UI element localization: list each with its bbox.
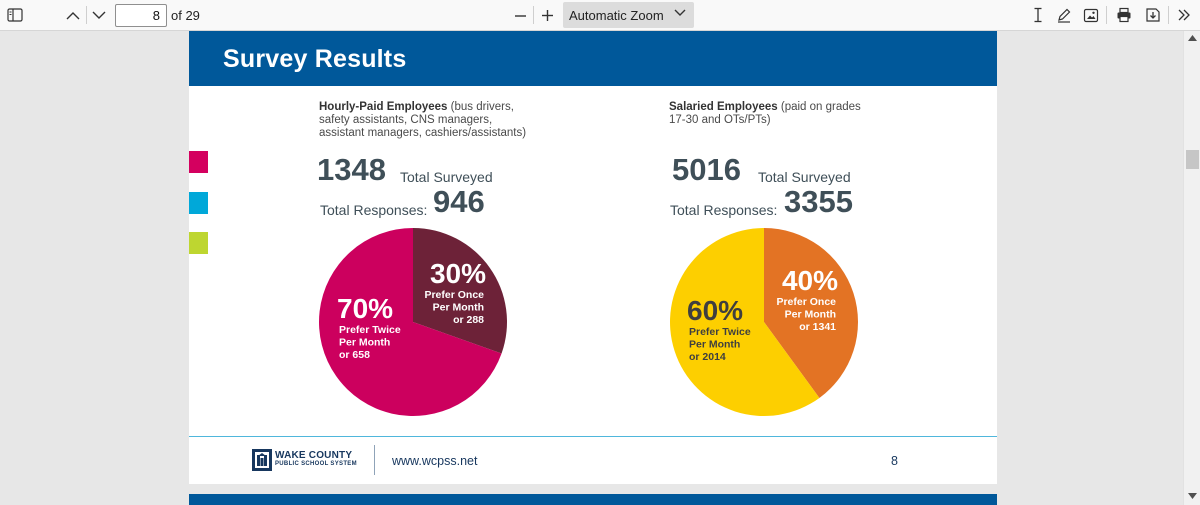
footer-divider bbox=[374, 445, 375, 475]
scrollbar-thumb[interactable] bbox=[1186, 150, 1199, 169]
pie-percent-label: 30% bbox=[430, 258, 486, 289]
pie-slice-1-1 bbox=[764, 228, 858, 398]
scroll-down-icon[interactable] bbox=[1188, 493, 1197, 499]
footer-page-number: 8 bbox=[891, 454, 898, 468]
pie-percent-label: 40% bbox=[782, 265, 838, 296]
pdf-page: Survey Results Hourly-Paid Employees (bu… bbox=[189, 31, 997, 484]
hourly-description: Hourly-Paid Employees (bus drivers, safe… bbox=[319, 101, 526, 140]
salaried-detail-2: 17-30 and OTs/PTs) bbox=[669, 114, 771, 126]
legend-swatch-cyan bbox=[189, 192, 208, 214]
page-count-label: of 29 bbox=[171, 8, 200, 23]
pie-detail-label: Per Month bbox=[689, 339, 740, 351]
draw-icon[interactable] bbox=[1053, 4, 1075, 26]
salaried-total-surveyed: 5016 bbox=[672, 152, 741, 187]
logo-line2: PUBLIC SCHOOL SYSTEM bbox=[275, 461, 357, 467]
salaried-heading: Salaried Employees bbox=[669, 101, 778, 113]
page-title: Survey Results bbox=[223, 45, 407, 73]
zoom-in-icon[interactable] bbox=[536, 4, 558, 26]
pie-slice-0-1 bbox=[413, 228, 507, 354]
page-number-input[interactable] bbox=[115, 4, 167, 27]
pie-detail-label: or 288 bbox=[453, 314, 484, 326]
next-page-icon[interactable] bbox=[88, 4, 110, 26]
footer-rule bbox=[189, 436, 997, 437]
pie-detail-label: or 2014 bbox=[689, 351, 726, 363]
pie-detail-label: Prefer Once bbox=[776, 296, 836, 308]
hourly-detail-2: safety assistants, CNS managers, bbox=[319, 114, 493, 126]
pie-detail-label: Per Month bbox=[339, 337, 390, 349]
hourly-total-responses-label: Total Responses: bbox=[320, 202, 428, 218]
hourly-detail-3: assistant managers, cashiers/assistants) bbox=[319, 127, 527, 139]
hourly-total-surveyed: 1348 bbox=[317, 152, 386, 187]
salaried-total-surveyed-label: Total Surveyed bbox=[758, 169, 851, 185]
document-viewer[interactable]: Survey Results Hourly-Paid Employees (bu… bbox=[0, 31, 1183, 505]
zoom-select[interactable]: Automatic Zoom bbox=[563, 2, 694, 28]
footer-url[interactable]: www.wcpss.net bbox=[392, 454, 478, 468]
save-icon[interactable] bbox=[1142, 4, 1164, 26]
pie-slice-0-0 bbox=[318, 228, 502, 416]
legend-swatch-lime bbox=[189, 232, 208, 254]
hourly-detail-1: (bus drivers, bbox=[450, 101, 514, 113]
next-pdf-page bbox=[189, 494, 997, 505]
salaried-total-responses: 3355 bbox=[784, 184, 853, 219]
sidebar-toggle-icon[interactable] bbox=[4, 4, 26, 26]
pdf-toolbar: of 29 Automatic Zoom bbox=[0, 0, 1200, 31]
previous-page-icon[interactable] bbox=[62, 4, 84, 26]
wcpss-logo: WAKE COUNTY PUBLIC SCHOOL SYSTEM bbox=[252, 449, 357, 471]
pie-detail-label: Prefer Twice bbox=[339, 324, 401, 336]
pie-detail-label: Prefer Twice bbox=[689, 326, 751, 338]
pie-detail-label: Per Month bbox=[785, 309, 836, 321]
chevron-down-icon bbox=[674, 9, 686, 16]
pie-percent-label: 60% bbox=[687, 295, 743, 326]
zoom-select-label: Automatic Zoom bbox=[569, 7, 664, 23]
toolbar-separator bbox=[1168, 6, 1169, 24]
salaried-detail-1: (paid on grades bbox=[780, 101, 861, 113]
salaried-description: Salaried Employees (paid on grades 17-30… bbox=[669, 101, 861, 127]
hourly-heading: Hourly-Paid Employees bbox=[319, 101, 448, 113]
toolbar-separator bbox=[86, 6, 87, 24]
pie-slice-1-0 bbox=[670, 228, 820, 416]
zoom-out-icon[interactable] bbox=[509, 4, 531, 26]
hourly-total-surveyed-label: Total Surveyed bbox=[400, 169, 493, 185]
toolbar-separator bbox=[533, 6, 534, 24]
logo-line1: WAKE COUNTY bbox=[275, 450, 353, 461]
toolbar-separator bbox=[1106, 6, 1107, 24]
scroll-up-icon[interactable] bbox=[1188, 35, 1197, 41]
pie-detail-label: or 658 bbox=[339, 349, 370, 361]
salaried-total-responses-label: Total Responses: bbox=[670, 202, 778, 218]
add-image-icon[interactable] bbox=[1080, 4, 1102, 26]
school-building-icon bbox=[252, 449, 272, 471]
pie-detail-label: Prefer Once bbox=[424, 289, 484, 301]
legend-swatch-magenta bbox=[189, 151, 208, 173]
text-select-icon[interactable] bbox=[1028, 4, 1048, 26]
vertical-scrollbar[interactable] bbox=[1183, 31, 1200, 505]
pie-detail-label: or 1341 bbox=[799, 321, 836, 333]
title-banner: Survey Results bbox=[189, 31, 997, 86]
more-tools-icon[interactable] bbox=[1173, 4, 1195, 26]
pie-percent-label: 70% bbox=[337, 293, 393, 324]
print-icon[interactable] bbox=[1113, 4, 1135, 26]
hourly-total-responses: 946 bbox=[433, 184, 485, 219]
pie-detail-label: Per Month bbox=[433, 302, 484, 314]
